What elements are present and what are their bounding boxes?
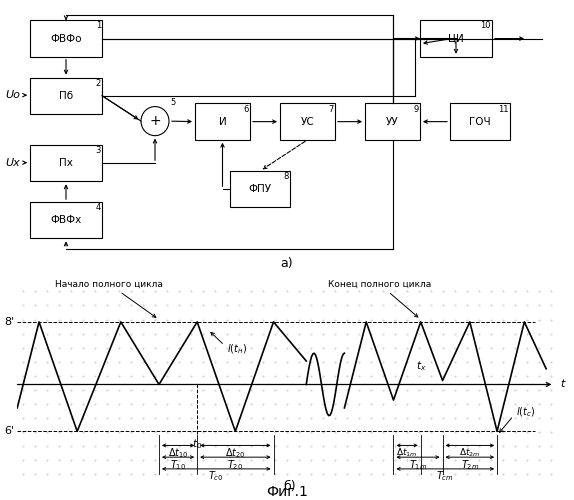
Text: 3: 3	[96, 146, 101, 155]
Text: $t_0$: $t_0$	[192, 438, 202, 452]
Bar	[230, 171, 290, 207]
Text: 11: 11	[498, 104, 509, 114]
Text: ГОЧ: ГОЧ	[469, 116, 491, 126]
Text: Uо: Uо	[5, 90, 20, 100]
Text: 4: 4	[96, 203, 101, 212]
Text: ФВФо: ФВФо	[51, 34, 82, 43]
Text: 8': 8'	[4, 317, 14, 327]
Text: ЦИ: ЦИ	[448, 34, 464, 43]
Text: $\Delta t_{20}$: $\Delta t_{20}$	[225, 446, 246, 460]
Text: Пб: Пб	[59, 90, 73, 101]
Text: Фиг.1: Фиг.1	[266, 486, 308, 500]
Text: +: +	[149, 114, 161, 128]
Text: Пх: Пх	[59, 158, 73, 168]
Text: t: t	[560, 380, 564, 390]
Text: 9: 9	[414, 104, 419, 114]
Bar	[420, 20, 492, 57]
Bar	[30, 145, 102, 182]
Text: ФПУ: ФПУ	[249, 184, 272, 194]
Text: $l(t_н)$: $l(t_н)$	[227, 342, 247, 356]
Text: 6: 6	[243, 104, 249, 114]
Text: $\Delta t_{2m}$: $\Delta t_{2m}$	[459, 446, 480, 458]
Text: ФВФх: ФВФх	[51, 216, 82, 226]
Text: $T_{20}$: $T_{20}$	[227, 458, 243, 471]
Bar	[195, 104, 250, 140]
Text: УУ: УУ	[386, 116, 399, 126]
Bar	[365, 104, 420, 140]
Text: Конец полного цикла: Конец полного цикла	[328, 280, 431, 317]
Bar	[30, 202, 102, 238]
Text: б): б)	[284, 480, 296, 492]
Text: 2: 2	[96, 78, 101, 88]
Text: $\Delta t_{1m}$: $\Delta t_{1m}$	[397, 446, 418, 458]
Text: $T_{c0}$: $T_{c0}$	[208, 470, 224, 484]
Text: 1: 1	[96, 22, 101, 30]
Text: $t_x$: $t_x$	[416, 359, 426, 372]
Text: $T_{cm}$: $T_{cm}$	[436, 470, 454, 484]
Text: И: И	[219, 116, 226, 126]
Text: $l(t_c)$: $l(t_c)$	[516, 405, 536, 418]
Text: 8: 8	[284, 172, 289, 181]
Circle shape	[141, 106, 169, 136]
Text: 7: 7	[329, 104, 334, 114]
Text: 10: 10	[480, 22, 491, 30]
Text: Начало полного цикла: Начало полного цикла	[55, 280, 163, 318]
Text: $T_{1m}$: $T_{1m}$	[409, 458, 427, 471]
Text: Uх: Uх	[5, 158, 20, 168]
Text: 5: 5	[170, 98, 175, 106]
Bar	[280, 104, 335, 140]
Bar	[450, 104, 510, 140]
Text: $\Delta t_{10}$: $\Delta t_{10}$	[168, 446, 188, 460]
Text: 6': 6'	[5, 426, 14, 436]
Text: а): а)	[281, 256, 293, 270]
Text: УС: УС	[301, 116, 315, 126]
Text: $T_{2m}$: $T_{2m}$	[461, 458, 479, 471]
Bar	[30, 20, 102, 57]
Text: $T_{10}$: $T_{10}$	[170, 458, 186, 471]
Bar	[30, 78, 102, 114]
